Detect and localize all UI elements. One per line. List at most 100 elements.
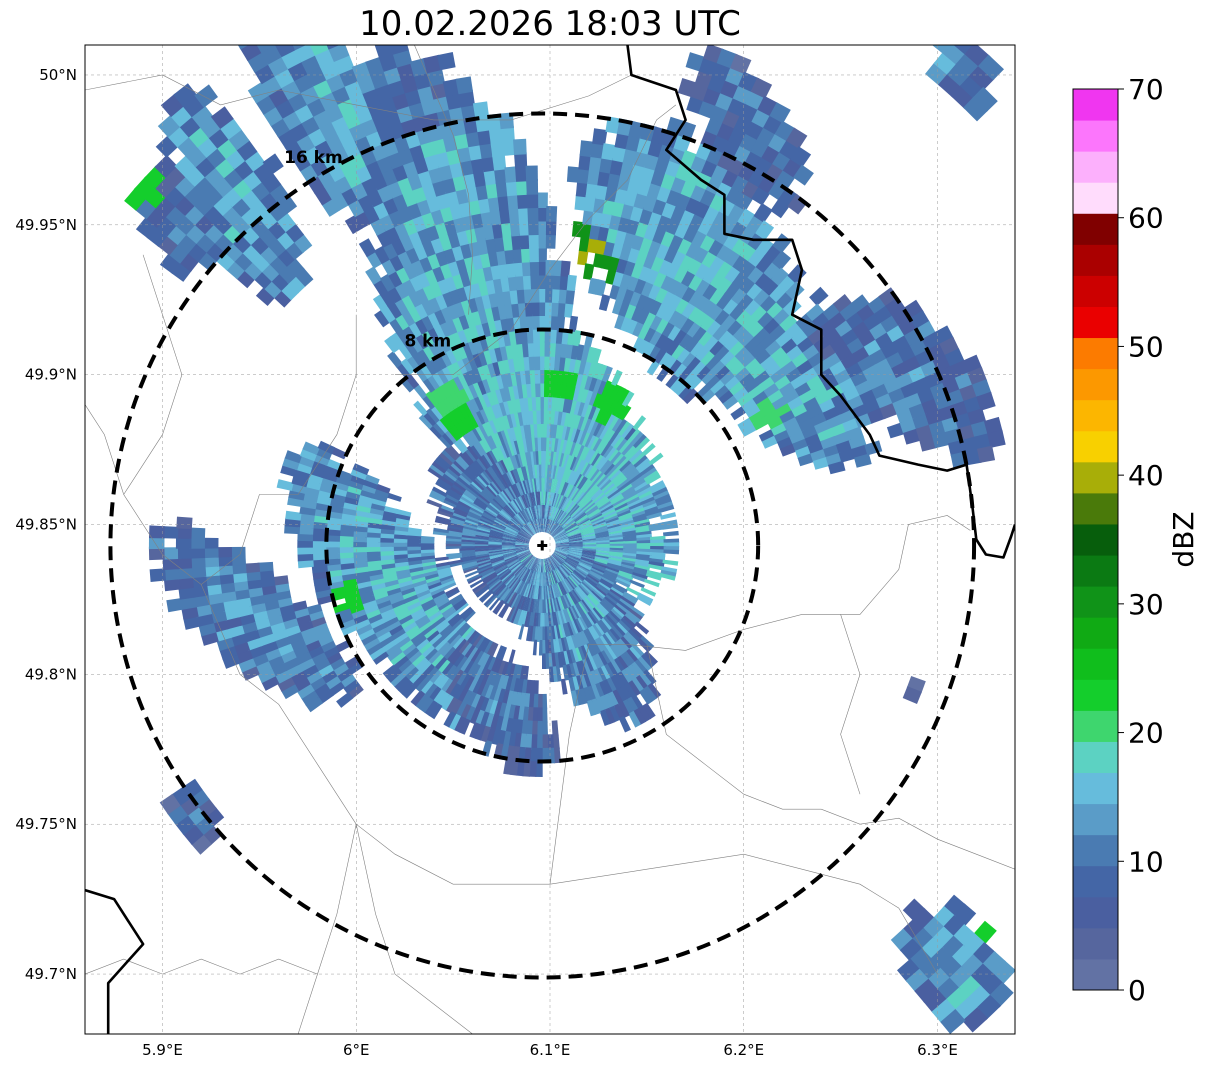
echo-gate <box>471 351 483 368</box>
echo-gate <box>446 426 461 442</box>
echo-gate <box>375 630 392 644</box>
echo-gate <box>455 655 468 671</box>
echo-gate <box>495 645 505 662</box>
echo-gate <box>530 612 535 628</box>
echo-gate <box>586 699 597 717</box>
colorbar-tick-label: 10 <box>1128 845 1164 878</box>
echo-gate <box>645 508 662 517</box>
echo-gate <box>605 485 620 498</box>
echo-gate <box>544 612 548 629</box>
echo-gate <box>629 579 645 589</box>
echo-gate <box>620 685 633 702</box>
echo-gate <box>592 490 607 503</box>
echo-gate <box>567 530 583 537</box>
echo-gate <box>443 586 459 597</box>
echo-gate <box>202 547 219 559</box>
echo-gate <box>576 428 585 445</box>
echo-gate <box>520 525 533 537</box>
echo-gate <box>216 555 233 567</box>
echo-gate <box>523 611 530 627</box>
echo-gate <box>555 542 572 545</box>
echo-gate <box>559 595 568 612</box>
echo-gate <box>458 89 475 108</box>
echo-gate <box>619 516 636 524</box>
echo-gate <box>550 504 556 520</box>
echo-gate <box>393 517 410 525</box>
echo-gate <box>642 702 656 720</box>
echo-gate <box>176 516 193 530</box>
echo-gate <box>502 730 512 748</box>
echo-gate <box>501 689 510 706</box>
echo-gate <box>579 560 595 568</box>
echo-gate <box>568 592 578 607</box>
echo-gate <box>508 561 522 573</box>
echo-gate <box>770 422 789 437</box>
echo-gate <box>529 422 535 438</box>
echo-gate <box>485 449 496 465</box>
echo-gate <box>489 524 505 532</box>
echo-gate <box>504 525 519 534</box>
echo-gate <box>575 371 585 389</box>
echo-gate <box>513 496 523 511</box>
echo-gate <box>586 448 597 464</box>
echo-gate <box>487 195 501 213</box>
echo-gate <box>427 632 443 647</box>
echo-gate <box>579 523 595 531</box>
echo-gate <box>513 580 523 595</box>
echo-gate <box>577 518 593 528</box>
echo-gate <box>977 445 996 463</box>
echo-gate <box>473 635 486 651</box>
echo-gate <box>545 219 557 236</box>
echo-gate <box>408 607 425 620</box>
echo-gate <box>594 528 611 534</box>
echo-gate <box>429 464 445 477</box>
echo-gate <box>517 510 527 524</box>
echo-gate <box>491 582 505 595</box>
echo-gate <box>755 237 775 258</box>
echo-gate <box>486 403 497 421</box>
echo-gate <box>393 655 409 670</box>
echo-gate <box>505 523 520 532</box>
echo-gate <box>477 564 493 573</box>
echo-gate <box>502 529 518 537</box>
echo-gate <box>632 477 648 490</box>
echo-gate <box>456 357 469 375</box>
echo-gate <box>604 569 620 578</box>
echo-gate <box>482 655 494 671</box>
echo-gate <box>493 701 503 718</box>
echo-gate <box>609 549 626 554</box>
echo-gate <box>533 517 539 533</box>
echo-gate <box>337 546 354 554</box>
echo-gate <box>460 532 476 537</box>
echo-gate <box>586 574 601 585</box>
echo-gate <box>632 512 649 521</box>
echo-gate <box>524 506 532 521</box>
echo-gate <box>294 651 312 666</box>
echo-gate <box>621 593 637 605</box>
echo-gate <box>548 653 553 669</box>
echo-gate <box>444 332 458 350</box>
echo-gate <box>365 555 381 562</box>
echo-gate <box>566 556 581 565</box>
echo-gate <box>649 313 664 332</box>
echo-gate <box>564 578 575 593</box>
echo-gate <box>392 606 409 618</box>
echo-gate <box>464 414 476 431</box>
echo-gate <box>488 555 504 562</box>
echo-gate <box>459 553 476 558</box>
echo-gate <box>175 547 192 560</box>
echo-gate <box>486 482 499 496</box>
echo-gate <box>472 169 488 188</box>
echo-gate <box>448 485 464 497</box>
echo-gate <box>485 727 496 744</box>
echo-gate <box>346 479 364 490</box>
echo-gate <box>364 541 381 548</box>
echo-gate <box>217 573 235 585</box>
echo-gate <box>310 533 327 542</box>
echo-gate <box>527 341 535 357</box>
echo-gate <box>513 138 527 155</box>
echo-gate <box>203 565 220 577</box>
echo-gate <box>426 67 445 87</box>
echo-gate <box>518 528 532 538</box>
echo-gate <box>643 685 657 702</box>
